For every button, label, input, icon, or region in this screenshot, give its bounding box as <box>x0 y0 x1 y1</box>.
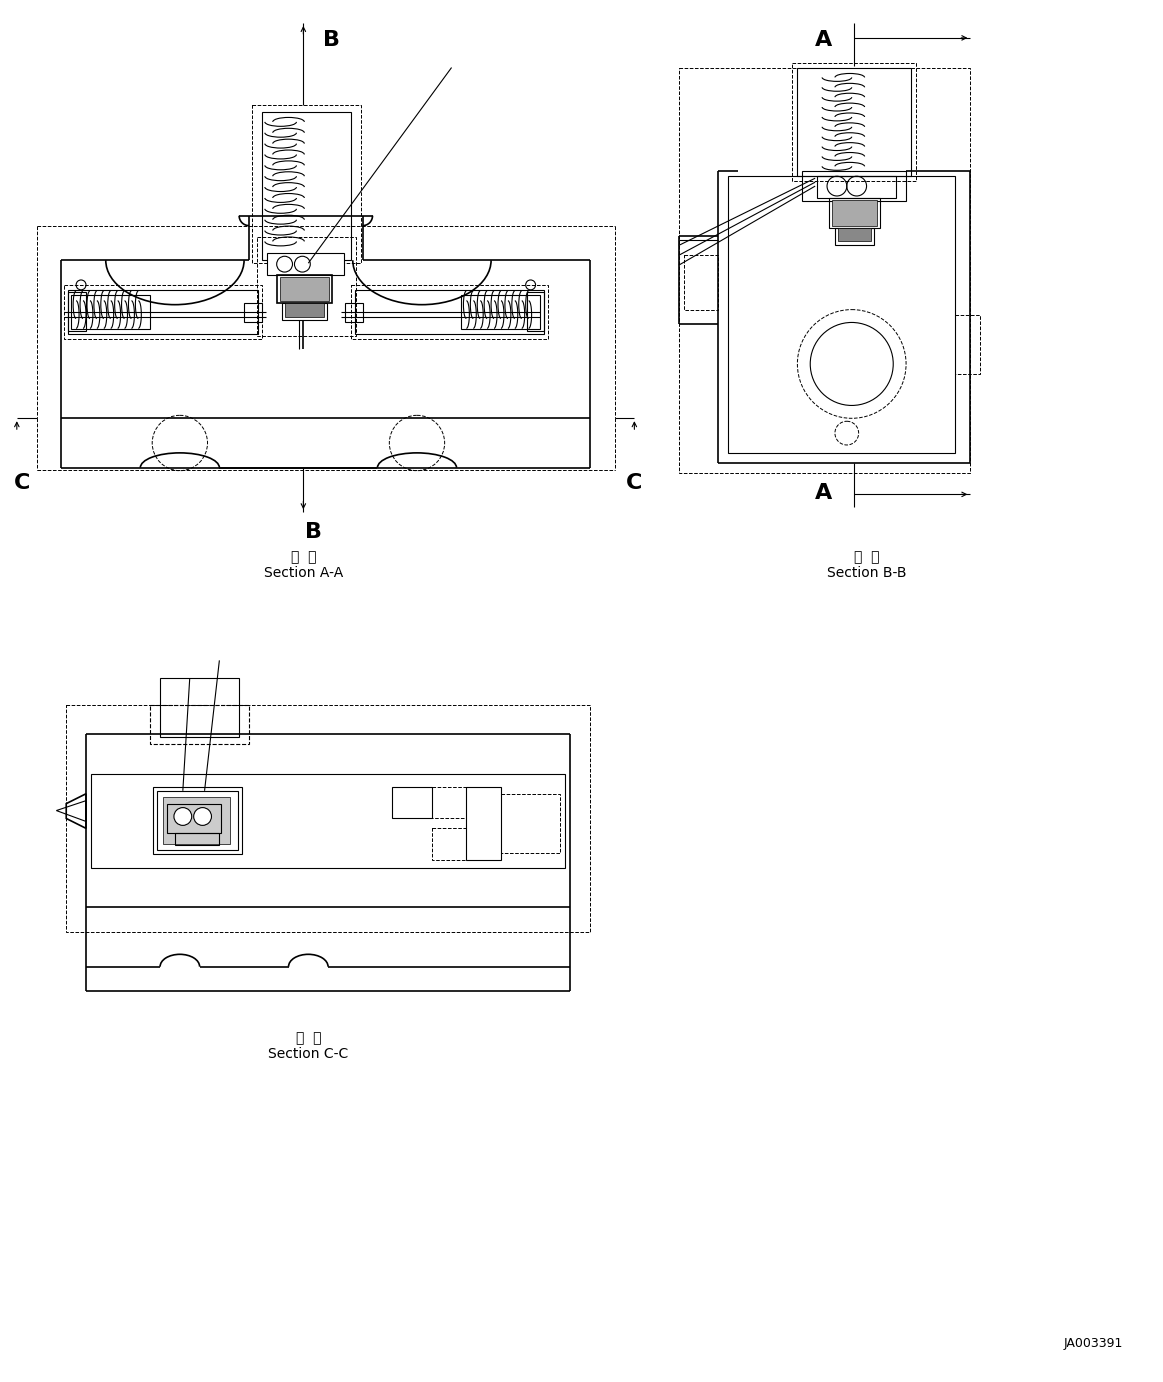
Bar <box>167 804 221 833</box>
Bar <box>829 198 880 228</box>
Text: B: B <box>305 522 322 542</box>
Text: B: B <box>323 30 340 50</box>
Bar <box>802 171 906 200</box>
Bar <box>466 786 501 860</box>
Bar <box>257 238 356 336</box>
Bar <box>728 177 956 453</box>
Bar <box>266 253 344 275</box>
Text: A: A <box>815 30 832 50</box>
Bar <box>69 292 86 332</box>
Bar <box>285 303 324 316</box>
Bar <box>832 200 877 225</box>
Bar <box>792 62 916 181</box>
Bar <box>277 275 331 303</box>
Bar <box>684 256 719 310</box>
Bar <box>527 292 544 332</box>
Bar <box>157 791 238 850</box>
Bar <box>150 705 249 745</box>
Text: C: C <box>14 473 30 492</box>
Bar <box>154 786 242 854</box>
Bar <box>501 793 561 853</box>
Circle shape <box>194 807 212 825</box>
Bar <box>160 679 240 738</box>
Bar <box>262 112 351 260</box>
Bar <box>66 705 590 931</box>
Bar <box>279 276 329 301</box>
Text: A: A <box>815 482 832 503</box>
Bar <box>798 68 911 177</box>
Text: JA003391: JA003391 <box>1064 1336 1123 1350</box>
Bar <box>91 774 565 868</box>
Bar <box>69 290 258 334</box>
Bar <box>71 294 150 329</box>
Bar <box>462 294 541 329</box>
Bar <box>252 105 361 263</box>
Bar <box>244 303 262 322</box>
Bar <box>956 315 980 375</box>
Circle shape <box>174 807 192 825</box>
Bar <box>431 786 466 818</box>
Bar <box>163 796 230 844</box>
Bar <box>679 68 970 473</box>
Bar <box>431 828 466 860</box>
Bar <box>355 290 544 334</box>
Bar <box>392 786 431 818</box>
Bar <box>837 228 871 242</box>
Bar <box>818 177 897 198</box>
Bar <box>835 228 875 246</box>
Bar <box>351 285 549 339</box>
Text: C: C <box>626 473 642 492</box>
Bar <box>174 833 220 846</box>
Text: 断  面
Section C-C: 断 面 Section C-C <box>269 1031 349 1061</box>
Text: 断  面
Section B-B: 断 面 Section B-B <box>827 550 906 580</box>
Text: 断  面
Section A-A: 断 面 Section A-A <box>264 550 343 580</box>
Bar <box>281 303 327 321</box>
Bar <box>345 303 363 322</box>
Bar <box>64 285 262 339</box>
